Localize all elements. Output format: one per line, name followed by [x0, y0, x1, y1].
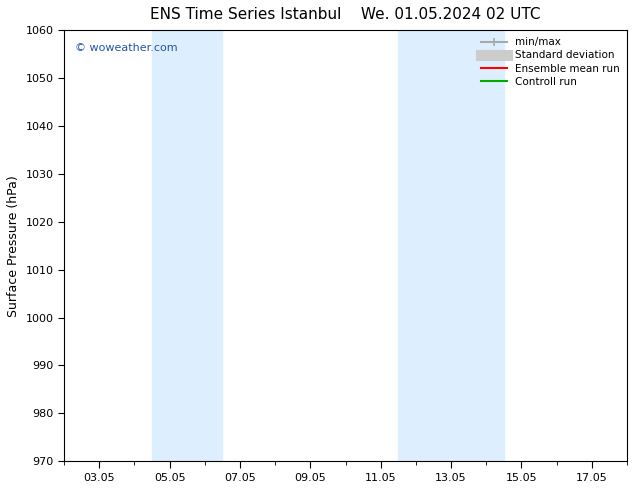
Legend: min/max, Standard deviation, Ensemble mean run, Controll run: min/max, Standard deviation, Ensemble me…	[477, 33, 624, 91]
Y-axis label: Surface Pressure (hPa): Surface Pressure (hPa)	[7, 175, 20, 317]
Title: ENS Time Series Istanbul    We. 01.05.2024 02 UTC: ENS Time Series Istanbul We. 01.05.2024 …	[150, 7, 541, 22]
Text: © woweather.com: © woweather.com	[75, 43, 178, 53]
Bar	[152, 30, 223, 461]
Bar	[398, 30, 504, 461]
